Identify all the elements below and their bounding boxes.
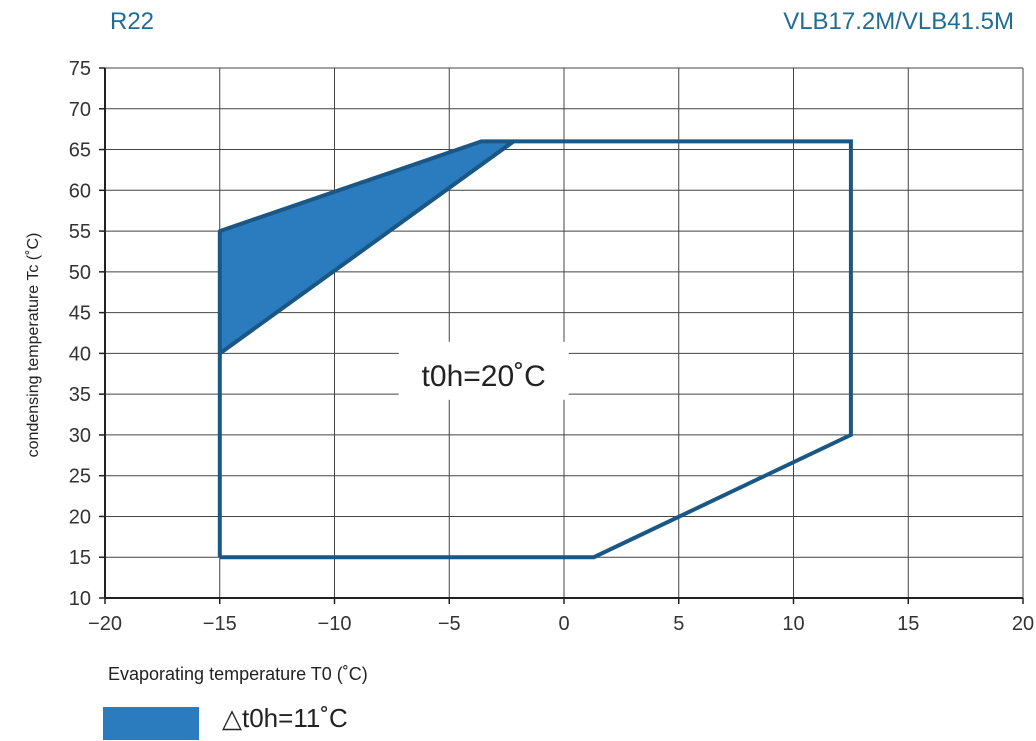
y-tick-label: 50 <box>69 262 91 284</box>
y-tick-label: 65 <box>69 140 91 162</box>
axes <box>99 67 1024 604</box>
x-tick-label: −10 <box>318 613 352 635</box>
y-tick-label: 40 <box>69 343 91 365</box>
y-tick-label: 15 <box>69 547 91 569</box>
x-tick-label: 10 <box>782 613 804 635</box>
legend-swatch <box>103 707 199 740</box>
x-tick-label: 20 <box>1012 613 1034 635</box>
envelope-chart: 10 15 20 25 30 35 40 45 50 55 60 65 70 75 −20 −15 −10 −5 0… <box>25 58 1034 635</box>
envelope-filled-region <box>217 139 516 356</box>
y-tick-label: 10 <box>69 588 91 610</box>
y-tick-label: 60 <box>69 180 91 202</box>
y-tick-label: 45 <box>69 303 91 325</box>
grid <box>105 67 1024 598</box>
y-tick-label: 30 <box>69 425 91 447</box>
y-axis-label: condensing temperature Tc (˚C) <box>25 233 42 458</box>
x-tick-label: 5 <box>673 613 684 635</box>
x-tick-label: −5 <box>438 613 461 635</box>
x-tick-label: 0 <box>558 613 569 635</box>
legend-label: △t0h=11˚C <box>222 703 348 733</box>
y-tick-label: 35 <box>69 384 91 406</box>
series-layer <box>217 139 853 560</box>
model-label: VLB17.2M/VLB41.5M <box>783 8 1014 35</box>
x-tick-label: 15 <box>897 613 919 635</box>
x-axis-label: Evaporating temperature T0 (˚C) <box>108 664 368 684</box>
y-tick-label: 25 <box>69 466 91 488</box>
annotation-background <box>398 341 569 400</box>
tick-labels: 10 15 20 25 30 35 40 45 50 55 60 65 70 75 −20 −15 −10 −5 0… <box>69 58 1034 635</box>
annotation-label: t0h=20˚C <box>422 360 546 393</box>
y-tick-label: 55 <box>69 221 91 243</box>
x-tick-label: −20 <box>88 613 122 635</box>
x-tick-label: −15 <box>203 613 237 635</box>
refrigerant-label: R22 <box>110 8 155 35</box>
y-tick-label: 20 <box>69 506 91 528</box>
y-tick-label: 75 <box>69 58 91 80</box>
y-tick-label: 70 <box>69 99 91 121</box>
annotation-layer: t0h=20˚C <box>398 341 569 400</box>
